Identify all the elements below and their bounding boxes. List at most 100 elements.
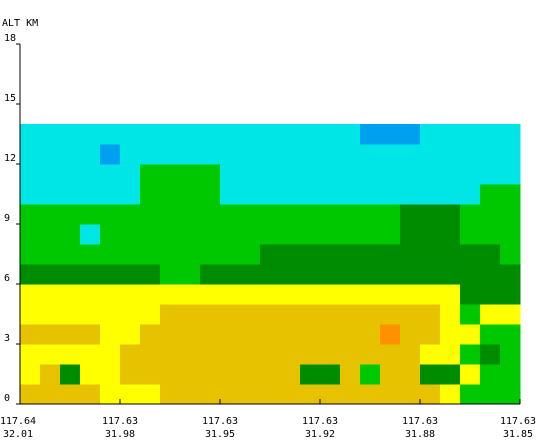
heatmap-cell	[320, 164, 341, 185]
heatmap-cell	[140, 324, 161, 345]
heatmap-cell	[480, 184, 501, 205]
heatmap-cell	[480, 204, 501, 225]
heatmap-cell	[420, 244, 441, 265]
heatmap-cell	[40, 164, 61, 185]
heatmap-cell	[500, 264, 521, 285]
heatmap-cell	[440, 264, 461, 285]
heatmap-cell	[380, 384, 401, 405]
heatmap-cell	[100, 144, 121, 165]
heatmap-cell	[280, 204, 301, 225]
heatmap-cell	[20, 164, 41, 185]
heatmap-cell	[340, 304, 361, 325]
heatmap-cell	[40, 364, 61, 385]
heatmap-cell	[460, 144, 481, 165]
heatmap-cells	[20, 124, 521, 405]
heatmap-cell	[160, 304, 181, 325]
heatmap-cell	[140, 264, 161, 285]
heatmap-cell	[440, 164, 461, 185]
heatmap-cell	[120, 164, 141, 185]
heatmap-cell	[460, 264, 481, 285]
heatmap-cell	[260, 384, 281, 405]
y-tick-label: 0	[4, 393, 10, 404]
heatmap-cell	[120, 364, 141, 385]
heatmap-cell	[100, 364, 121, 385]
heatmap-cell	[100, 384, 121, 405]
heatmap-cell	[360, 304, 381, 325]
heatmap-cell	[320, 244, 341, 265]
heatmap-cell	[60, 304, 81, 325]
heatmap-cell	[60, 244, 81, 265]
heatmap-cell	[200, 364, 221, 385]
heatmap-cell	[180, 284, 201, 305]
heatmap-cell	[480, 284, 501, 305]
x-tick-label-lat: 31.98	[105, 429, 135, 440]
heatmap-cell	[320, 124, 341, 145]
heatmap-cell	[240, 144, 261, 165]
heatmap-cell	[140, 344, 161, 365]
heatmap-cell	[280, 384, 301, 405]
x-tick-label-lat: 31.85	[503, 429, 533, 440]
heatmap-cell	[80, 204, 101, 225]
heatmap-cell	[340, 284, 361, 305]
x-tick-label-lon: 117.63	[302, 416, 338, 427]
heatmap-cell	[300, 204, 321, 225]
heatmap-cell	[440, 204, 461, 225]
heatmap-cell	[200, 224, 221, 245]
heatmap-cell	[100, 344, 121, 365]
heatmap-cell	[280, 164, 301, 185]
heatmap-cell	[380, 304, 401, 325]
heatmap-cell	[60, 264, 81, 285]
heatmap-cell	[140, 144, 161, 165]
heatmap-cell	[160, 224, 181, 245]
heatmap-cell	[100, 124, 121, 145]
heatmap-cell	[80, 164, 101, 185]
x-ticks: 117.64 32.01 117.63 31.98 117.63 31.95 117.63 3…	[0, 399, 536, 440]
heatmap-cell	[400, 244, 421, 265]
heatmap-cell	[140, 164, 161, 185]
heatmap-cell	[180, 344, 201, 365]
heatmap-cell	[120, 124, 141, 145]
heatmap-cell	[420, 324, 441, 345]
y-tick-label: 15	[4, 93, 16, 104]
heatmap-cell	[360, 164, 381, 185]
heatmap-cell	[500, 144, 521, 165]
heatmap-cell	[360, 284, 381, 305]
heatmap-cell	[200, 264, 221, 285]
heatmap-cell	[500, 184, 521, 205]
heatmap-cell	[420, 124, 441, 145]
heatmap-cell	[120, 284, 141, 305]
heatmap-cell	[120, 204, 141, 225]
heatmap-cell	[20, 184, 41, 205]
heatmap-cell	[220, 164, 241, 185]
heatmap-cell	[240, 224, 261, 245]
heatmap-cell	[500, 384, 521, 405]
heatmap-cell	[20, 124, 41, 145]
heatmap-cell	[80, 284, 101, 305]
heatmap-cell	[20, 324, 41, 345]
heatmap-cell	[200, 204, 221, 225]
heatmap-cell	[80, 364, 101, 385]
heatmap-cell	[360, 264, 381, 285]
heatmap-cell	[400, 384, 421, 405]
heatmap-cell	[220, 204, 241, 225]
heatmap-cell	[480, 144, 501, 165]
heatmap-cell	[440, 364, 461, 385]
heatmap-cell	[280, 284, 301, 305]
heatmap-cell	[140, 244, 161, 265]
heatmap-cell	[400, 224, 421, 245]
heatmap-cell	[120, 324, 141, 345]
heatmap-cell	[360, 384, 381, 405]
heatmap-cell	[400, 144, 421, 165]
heatmap-cell	[40, 224, 61, 245]
heatmap-cell	[460, 244, 481, 265]
heatmap-cell	[260, 284, 281, 305]
heatmap-cell	[100, 224, 121, 245]
heatmap-cell	[60, 224, 81, 245]
heatmap-cell	[460, 204, 481, 225]
heatmap-cell	[420, 284, 441, 305]
heatmap-cell	[420, 144, 441, 165]
heatmap-cell	[200, 324, 221, 345]
heatmap-cell	[440, 344, 461, 365]
heatmap-cell	[260, 224, 281, 245]
